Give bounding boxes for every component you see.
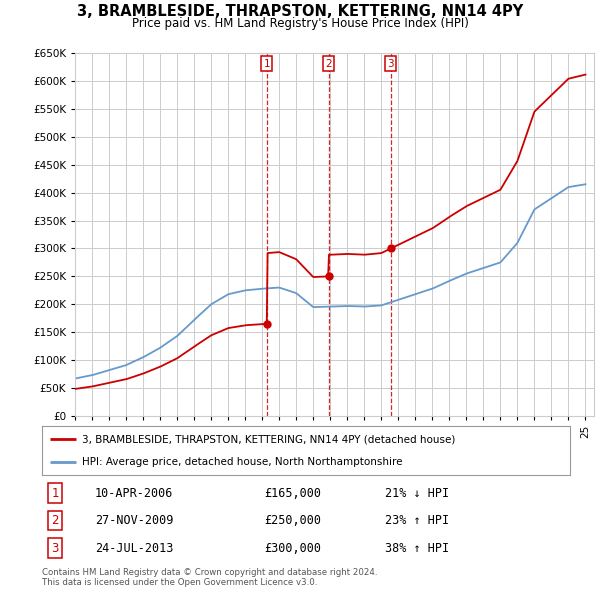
Text: 3, BRAMBLESIDE, THRAPSTON, KETTERING, NN14 4PY (detached house): 3, BRAMBLESIDE, THRAPSTON, KETTERING, NN… (82, 434, 455, 444)
Text: 27-NOV-2009: 27-NOV-2009 (95, 514, 173, 527)
Text: 3: 3 (388, 58, 394, 68)
Text: 21% ↓ HPI: 21% ↓ HPI (385, 487, 449, 500)
Text: Contains HM Land Registry data © Crown copyright and database right 2024.: Contains HM Land Registry data © Crown c… (42, 568, 377, 576)
Text: 24-JUL-2013: 24-JUL-2013 (95, 542, 173, 555)
Text: £300,000: £300,000 (264, 542, 321, 555)
Text: 38% ↑ HPI: 38% ↑ HPI (385, 542, 449, 555)
Text: 2: 2 (325, 58, 332, 68)
Text: 3: 3 (52, 542, 59, 555)
Text: HPI: Average price, detached house, North Northamptonshire: HPI: Average price, detached house, Nort… (82, 457, 402, 467)
Text: 1: 1 (52, 487, 59, 500)
Text: 1: 1 (263, 58, 270, 68)
Text: £165,000: £165,000 (264, 487, 321, 500)
Text: 3, BRAMBLESIDE, THRAPSTON, KETTERING, NN14 4PY: 3, BRAMBLESIDE, THRAPSTON, KETTERING, NN… (77, 4, 523, 19)
Text: 23% ↑ HPI: 23% ↑ HPI (385, 514, 449, 527)
Text: This data is licensed under the Open Government Licence v3.0.: This data is licensed under the Open Gov… (42, 578, 317, 587)
Text: 10-APR-2006: 10-APR-2006 (95, 487, 173, 500)
Text: Price paid vs. HM Land Registry's House Price Index (HPI): Price paid vs. HM Land Registry's House … (131, 17, 469, 30)
Text: £250,000: £250,000 (264, 514, 321, 527)
Text: 2: 2 (52, 514, 59, 527)
